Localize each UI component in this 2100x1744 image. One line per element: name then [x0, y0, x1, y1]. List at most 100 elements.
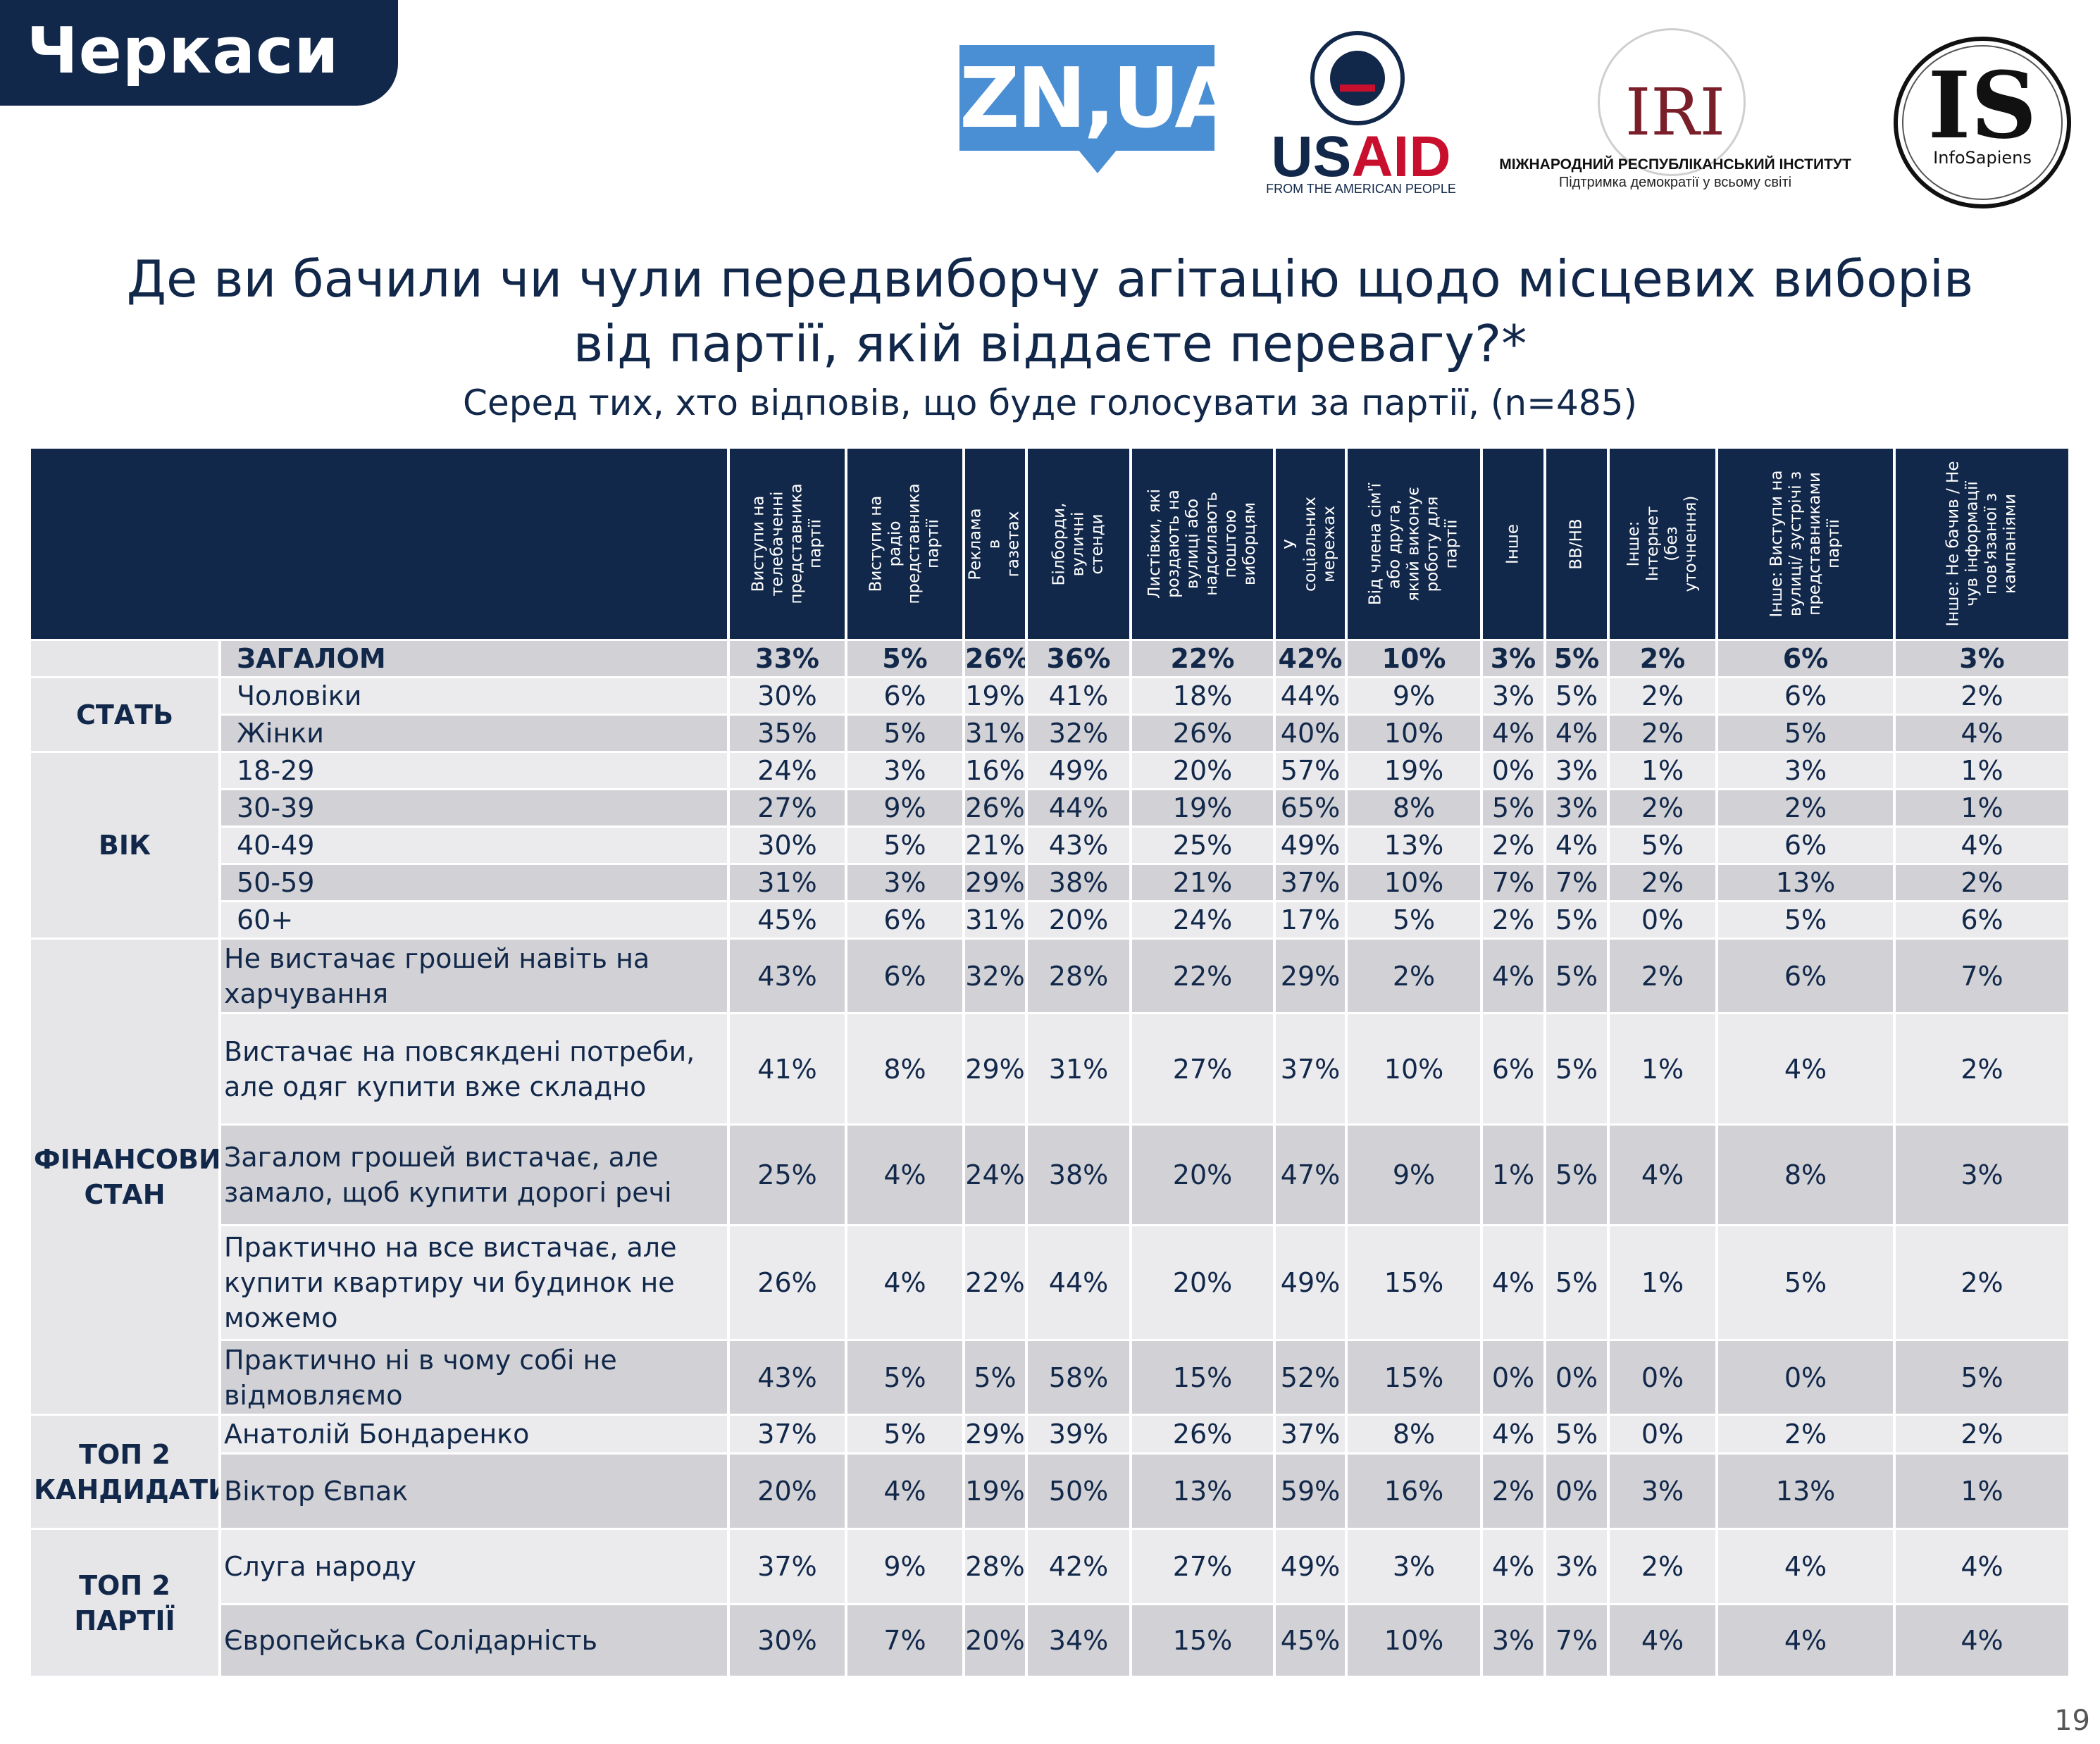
value-cell: 5% — [1718, 716, 1893, 751]
iri-name: МІЖНАРОДНИЙ РЕСПУБЛІКАНСЬКИЙ ІНСТИТУТ — [1499, 156, 1851, 173]
value-cell: 31% — [1028, 1014, 1129, 1123]
iri-logo: IRI МІЖНАРОДНИЙ РЕСПУБЛІКАНСЬКИЙ ІНСТИТУ… — [1499, 28, 1851, 204]
usaid-seal-center — [1330, 51, 1385, 106]
table-row: ВІК 18-29 24% 3% 16% 49% 20% 57% 19% 0% 3% 1% 3% 1% — [31, 753, 2068, 938]
value-cell: 2% — [1610, 940, 1715, 1012]
col-header: Інше — [1483, 449, 1543, 639]
table-row: Вистачає на повсякдені потреби, але одяг… — [31, 1014, 2068, 1123]
group-label: ВІК — [31, 753, 218, 938]
value-cell: 25% — [730, 1126, 845, 1224]
value-cell: 5% — [1896, 1341, 2068, 1414]
value-cell: 7% — [847, 1605, 962, 1676]
value-cell: 29% — [1276, 940, 1345, 1012]
value-cell: 2% — [1610, 790, 1715, 826]
usaid-logo: USAID FROM THE AMERICAN PEOPLE — [1255, 31, 1467, 200]
col-header: У соціальних мережах — [1276, 449, 1345, 639]
row-label: Практично на все вистачає, але купити кв… — [221, 1226, 727, 1339]
value-cell: 5% — [1546, 678, 1607, 714]
value-cell: 5% — [847, 716, 962, 751]
row-label: Вистачає на повсякдені потреби, але одяг… — [221, 1014, 727, 1123]
value-cell: 20% — [1132, 753, 1273, 788]
value-cell: 6% — [1718, 641, 1893, 676]
value-cell: 18% — [1132, 678, 1273, 714]
col-header: ВВ/НВ — [1546, 449, 1607, 639]
table-row: ТОП 2 КАНДИДАТИ Анатолій Бондаренко 37% 5… — [31, 1416, 2068, 1528]
col-header: Інше: Інтернет (без уточнення) — [1610, 449, 1715, 639]
value-cell: 2% — [1610, 641, 1715, 676]
value-cell: 52% — [1276, 1341, 1345, 1414]
value-cell: 22% — [1132, 641, 1273, 676]
value-cell: 49% — [1276, 1226, 1345, 1339]
value-cell: 58% — [1028, 1341, 1129, 1414]
value-cell: 5% — [965, 1341, 1025, 1414]
value-cell: 8% — [1348, 1416, 1480, 1452]
value-cell: 6% — [847, 902, 962, 938]
value-cell: 5% — [847, 1341, 962, 1414]
value-cell: 5% — [847, 1416, 962, 1452]
value-cell: 0% — [1610, 1416, 1715, 1452]
infosapiens-logo: IS InfoSapiens — [1894, 37, 2071, 208]
value-cell: 22% — [1132, 940, 1273, 1012]
value-cell: 0% — [1610, 902, 1715, 938]
row-label: 18-29 — [221, 753, 727, 788]
title-line-2: від партії, якій віддаєте перевагу?* — [573, 314, 1527, 373]
value-cell: 4% — [1483, 1416, 1543, 1452]
value-cell: 4% — [1896, 716, 2068, 751]
value-cell: 20% — [1132, 1226, 1273, 1339]
value-cell: 41% — [1028, 678, 1129, 714]
value-cell: 15% — [1348, 1226, 1480, 1339]
value-cell: 37% — [1276, 1416, 1345, 1452]
value-cell: 0% — [1483, 753, 1543, 788]
value-cell: 34% — [1028, 1605, 1129, 1676]
value-cell: 27% — [1132, 1530, 1273, 1603]
value-cell: 29% — [965, 1416, 1025, 1452]
value-cell: 6% — [1718, 678, 1893, 714]
col-header: Інше: Не бачив / Не чув інформації пов'я… — [1896, 449, 2068, 639]
value-cell: 4% — [1483, 1226, 1543, 1339]
table-row: Загалом грошей вистачає, але замало, щоб… — [31, 1126, 2068, 1224]
value-cell: 30% — [730, 1605, 845, 1676]
value-cell: 30% — [730, 828, 845, 863]
value-cell: 2% — [1896, 678, 2068, 714]
value-cell: 4% — [1483, 716, 1543, 751]
value-cell: 15% — [1132, 1605, 1273, 1676]
value-cell: 49% — [1276, 1530, 1345, 1603]
value-cell: 16% — [965, 753, 1025, 788]
value-cell: 19% — [1348, 753, 1480, 788]
value-cell: 57% — [1276, 753, 1345, 788]
table-row: ЗАГАЛОМ 33% 5% 26% 36% 22% 42% 10% 3% 5% 2% 6% 3% — [31, 641, 2068, 676]
value-cell: 3% — [847, 865, 962, 900]
value-cell: 9% — [847, 790, 962, 826]
value-cell: 33% — [730, 641, 845, 676]
value-cell: 3% — [847, 753, 962, 788]
table-row: СТАТЬ Чоловіки 30% 6% 19% 41% 18% 44% 9% 3% 5% 2%… — [31, 678, 2068, 751]
group-label: ФІНАНСОВИЙ СТАН — [31, 940, 218, 1414]
usaid-word-aid: AID — [1351, 125, 1451, 189]
value-cell: 3% — [1546, 753, 1607, 788]
value-cell: 20% — [1028, 902, 1129, 938]
value-cell: 13% — [1718, 865, 1893, 900]
value-cell: 26% — [1132, 1416, 1273, 1452]
value-cell: 45% — [730, 902, 845, 938]
value-cell: 41% — [730, 1014, 845, 1123]
value-cell: 2% — [1896, 1226, 2068, 1339]
value-cell: 8% — [1348, 790, 1480, 826]
value-cell: 15% — [1132, 1341, 1273, 1414]
results-table: Виступи на телебаченні представника парт… — [28, 447, 2071, 1678]
value-cell: 0% — [1718, 1341, 1893, 1414]
value-cell: 2% — [1718, 1416, 1893, 1452]
value-cell: 19% — [965, 678, 1025, 714]
logo-bar: ZN,UA USAID FROM THE AMERICAN PEOPLE IRI… — [0, 28, 2100, 208]
table-row: Практично на все вистачає, але купити кв… — [31, 1226, 2068, 1339]
value-cell: 1% — [1610, 753, 1715, 788]
value-cell: 4% — [1546, 716, 1607, 751]
value-cell: 6% — [847, 940, 962, 1012]
value-cell: 4% — [1610, 1126, 1715, 1224]
value-cell: 5% — [1546, 940, 1607, 1012]
value-cell: 1% — [1610, 1014, 1715, 1123]
value-cell: 29% — [965, 1014, 1025, 1123]
infosapiens-name: InfoSapiens — [1933, 148, 2032, 168]
value-cell: 2% — [1483, 828, 1543, 863]
page-number: 19 — [2054, 1705, 2090, 1737]
table-row: ФІНАНСОВИЙ СТАН Не вистачає грошей навіт… — [31, 940, 2068, 1414]
